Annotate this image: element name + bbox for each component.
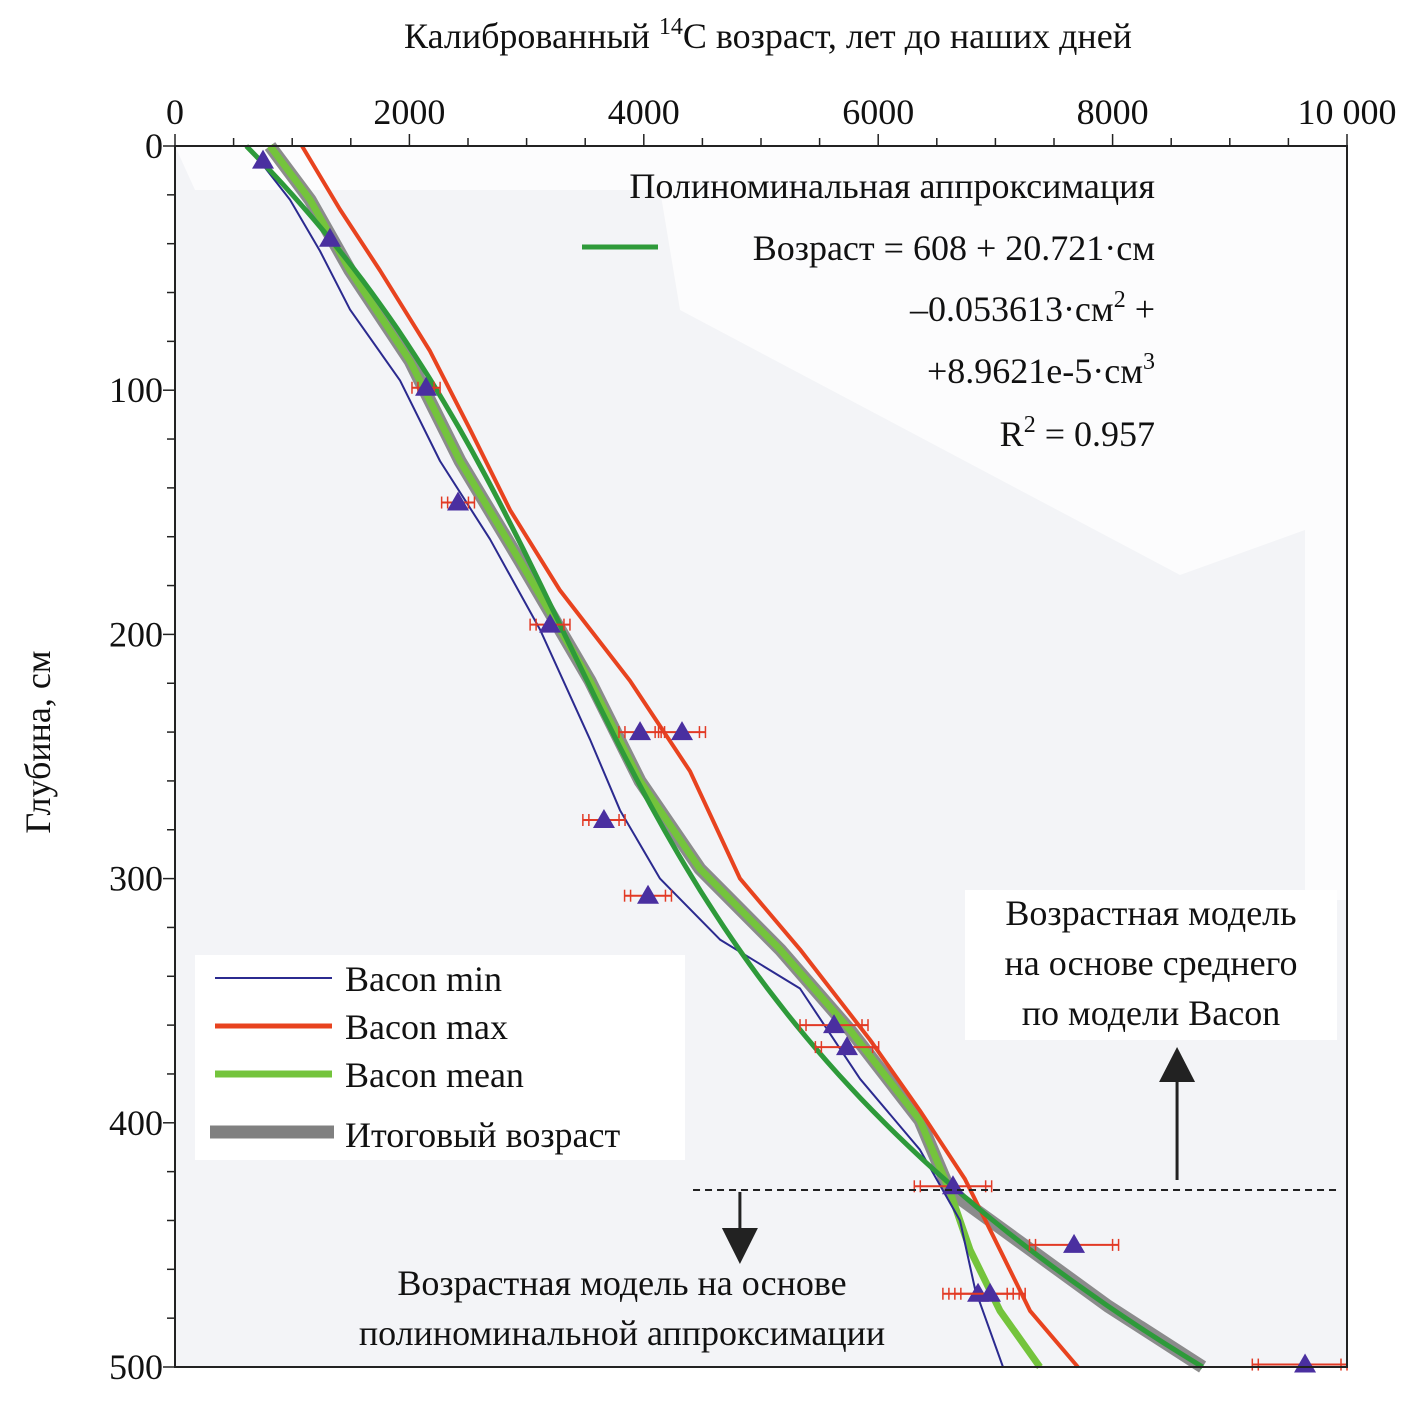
x-tick-label: 0 bbox=[166, 92, 184, 132]
chart-title: Калиброванный 14C возраст, лет до наших … bbox=[404, 14, 1132, 56]
y-tick-label: 300 bbox=[109, 859, 163, 899]
plot-background bbox=[175, 146, 1347, 1367]
date-triangle-marker bbox=[836, 1036, 859, 1056]
x-tick-label: 8000 bbox=[1077, 92, 1149, 132]
series-lines bbox=[244, 142, 1207, 1373]
legend-label-final-age: Итоговый возраст bbox=[345, 1115, 621, 1155]
date-triangle-marker bbox=[318, 227, 341, 247]
poly-line3: +8.9621e-5·см3 bbox=[927, 349, 1155, 391]
date-triangle-marker bbox=[592, 808, 615, 828]
date-triangle-marker bbox=[671, 721, 694, 741]
axis-ticks: 0 2000 4000 6000 8000 10 000 0 100 200 300 400 500 bbox=[109, 92, 1397, 1387]
legend-label-bacon-max: Bacon max bbox=[345, 1007, 508, 1047]
date-triangle-marker bbox=[979, 1282, 1002, 1302]
poly-r2: R2 = 0.957 bbox=[1000, 412, 1155, 454]
down-arrow-icon bbox=[721, 1227, 758, 1264]
lower-annotation: Возрастная модель на основе полиноминаль… bbox=[359, 1263, 885, 1353]
date-triangle-marker bbox=[415, 376, 438, 396]
x-tick-label: 4000 bbox=[608, 92, 680, 132]
x-tick-label: 10 000 bbox=[1298, 92, 1397, 132]
poly-title: Полиноминальная аппроксимация bbox=[629, 166, 1155, 206]
y-tick-label: 0 bbox=[145, 126, 163, 166]
date-triangle-marker bbox=[629, 721, 652, 741]
poly-line2: –0.053613·см2 + bbox=[909, 287, 1155, 329]
date-triangle-marker bbox=[823, 1014, 846, 1034]
date-triangle-marker bbox=[539, 613, 562, 633]
date-points bbox=[252, 149, 1348, 1373]
date-triangle-marker bbox=[637, 884, 660, 904]
poly-line1: Возраст = 608 + 20.721·см bbox=[753, 228, 1155, 268]
model-boundary bbox=[693, 1046, 1337, 1264]
legend: Bacon min Bacon max Bacon mean Итоговый … bbox=[195, 955, 685, 1160]
y-tick-label: 200 bbox=[109, 614, 163, 654]
date-triangle-marker bbox=[252, 149, 275, 169]
lower-annotation-line1: Возрастная модель на основе bbox=[397, 1263, 846, 1303]
y-axis-label: Глубина, см bbox=[18, 650, 58, 833]
y-tick-label: 400 bbox=[109, 1103, 163, 1143]
date-triangle-marker bbox=[447, 491, 470, 511]
upper-annotation-line3: по модели Bacon bbox=[1022, 993, 1281, 1033]
series-line-polynomial bbox=[244, 144, 1204, 1370]
legend-label-bacon-min: Bacon min bbox=[345, 959, 502, 999]
legend-label-bacon-mean: Bacon mean bbox=[345, 1055, 524, 1095]
plot-frame bbox=[174, 145, 1348, 1368]
series-line-bacon-max bbox=[300, 144, 1080, 1369]
date-triangle-marker bbox=[1063, 1233, 1086, 1253]
lower-annotation-line2: полиноминальной аппроксимации bbox=[359, 1313, 885, 1353]
upper-annotation-line2: на основе среднего bbox=[1004, 943, 1297, 983]
y-tick-label: 500 bbox=[109, 1347, 163, 1387]
upper-annotation-line1: Возрастная модель bbox=[1005, 893, 1296, 933]
polynomial-annotation: Полиноминальная аппроксимация Возраст = … bbox=[582, 166, 1155, 454]
upper-annotation: Возрастная модель на основе среднего по … bbox=[965, 890, 1337, 1040]
y-tick-label: 100 bbox=[109, 370, 163, 410]
x-tick-label: 6000 bbox=[842, 92, 914, 132]
x-tick-label: 2000 bbox=[373, 92, 445, 132]
up-arrow-icon bbox=[1159, 1046, 1196, 1082]
